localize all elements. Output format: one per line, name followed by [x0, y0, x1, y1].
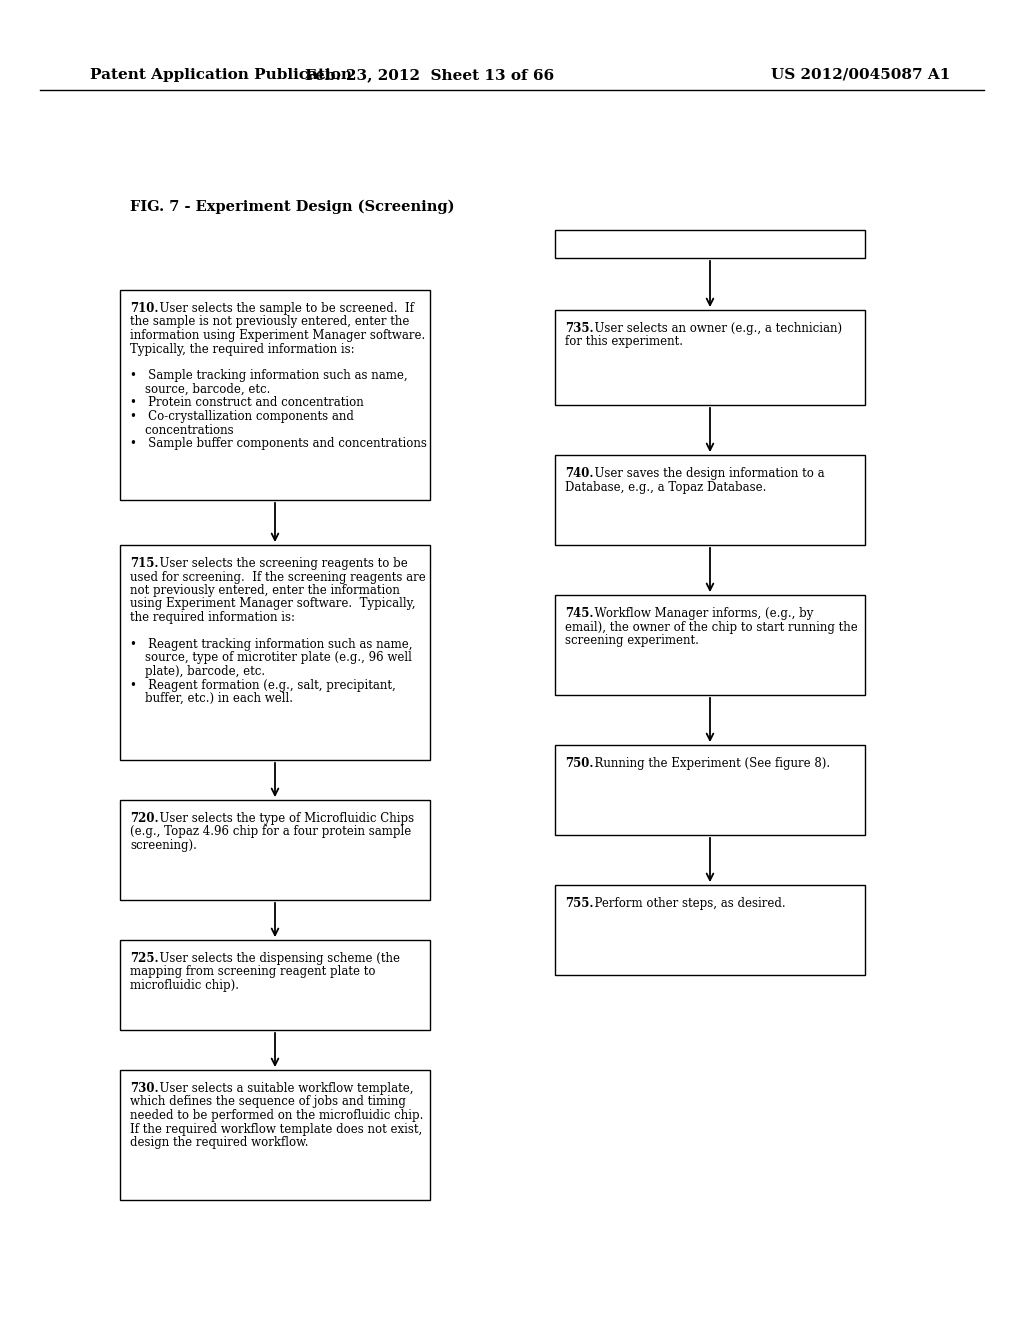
Text: screening).: screening). [130, 840, 197, 851]
Text: 725.: 725. [130, 952, 159, 965]
Text: mapping from screening reagent plate to: mapping from screening reagent plate to [130, 965, 376, 978]
Text: screening experiment.: screening experiment. [565, 634, 698, 647]
Text: Workflow Manager informs, (e.g., by: Workflow Manager informs, (e.g., by [587, 607, 813, 620]
Text: 750.: 750. [565, 756, 594, 770]
Text: Patent Application Publication: Patent Application Publication [90, 69, 352, 82]
Text: concentrations: concentrations [130, 424, 233, 437]
Text: User selects the screening reagents to be: User selects the screening reagents to b… [152, 557, 408, 570]
Text: •   Reagent formation (e.g., salt, precipitant,: • Reagent formation (e.g., salt, precipi… [130, 678, 395, 692]
Text: information using Experiment Manager software.: information using Experiment Manager sof… [130, 329, 425, 342]
Text: User selects the sample to be screened.  If: User selects the sample to be screened. … [152, 302, 414, 315]
Text: Perform other steps, as desired.: Perform other steps, as desired. [587, 898, 785, 909]
Text: User selects a suitable workflow template,: User selects a suitable workflow templat… [152, 1082, 414, 1096]
Text: used for screening.  If the screening reagents are: used for screening. If the screening rea… [130, 570, 426, 583]
Text: User selects an owner (e.g., a technician): User selects an owner (e.g., a technicia… [587, 322, 842, 335]
Text: 715.: 715. [130, 557, 159, 570]
Text: If the required workflow template does not exist,: If the required workflow template does n… [130, 1122, 422, 1135]
Text: 710.: 710. [130, 302, 159, 315]
Text: Feb. 23, 2012  Sheet 13 of 66: Feb. 23, 2012 Sheet 13 of 66 [305, 69, 555, 82]
Text: •   Protein construct and concentration: • Protein construct and concentration [130, 396, 364, 409]
Bar [120, 1071, 430, 1200]
Bar [555, 230, 865, 257]
Text: US 2012/0045087 A1: US 2012/0045087 A1 [771, 69, 950, 82]
Text: 755.: 755. [565, 898, 594, 909]
Text: which defines the sequence of jobs and timing: which defines the sequence of jobs and t… [130, 1096, 406, 1109]
Bar [555, 884, 865, 975]
Bar [120, 800, 430, 900]
Text: the required information is:: the required information is: [130, 611, 295, 624]
Text: design the required workflow.: design the required workflow. [130, 1137, 308, 1148]
Text: the sample is not previously entered, enter the: the sample is not previously entered, en… [130, 315, 410, 329]
Text: microfluidic chip).: microfluidic chip). [130, 979, 239, 993]
Bar [555, 455, 865, 545]
Text: Database, e.g., a Topaz Database.: Database, e.g., a Topaz Database. [565, 480, 766, 494]
Text: needed to be performed on the microfluidic chip.: needed to be performed on the microfluid… [130, 1109, 423, 1122]
Text: email), the owner of the chip to start running the: email), the owner of the chip to start r… [565, 620, 858, 634]
Text: for this experiment.: for this experiment. [565, 335, 683, 348]
Bar [555, 744, 865, 836]
Text: User selects the type of Microfluidic Chips: User selects the type of Microfluidic Ch… [152, 812, 414, 825]
Text: plate), barcode, etc.: plate), barcode, etc. [130, 665, 265, 678]
Text: using Experiment Manager software.  Typically,: using Experiment Manager software. Typic… [130, 598, 416, 610]
Text: 740.: 740. [565, 467, 594, 480]
Bar [555, 310, 865, 405]
Text: Typically, the required information is:: Typically, the required information is: [130, 342, 354, 355]
Text: 730.: 730. [130, 1082, 159, 1096]
Bar [120, 545, 430, 760]
Bar [120, 940, 430, 1030]
Text: •   Sample tracking information such as name,: • Sample tracking information such as na… [130, 370, 408, 383]
Text: source, type of microtiter plate (e.g., 96 well: source, type of microtiter plate (e.g., … [130, 652, 412, 664]
Text: 720.: 720. [130, 812, 159, 825]
Text: FIG. 7 - Experiment Design (Screening): FIG. 7 - Experiment Design (Screening) [130, 201, 455, 214]
Text: 735.: 735. [565, 322, 594, 335]
Text: •   Co-crystallization components and: • Co-crystallization components and [130, 411, 354, 422]
Bar [120, 290, 430, 500]
Text: User saves the design information to a: User saves the design information to a [587, 467, 824, 480]
Text: Running the Experiment (See figure 8).: Running the Experiment (See figure 8). [587, 756, 830, 770]
Text: not previously entered, enter the information: not previously entered, enter the inform… [130, 583, 400, 597]
Text: User selects the dispensing scheme (the: User selects the dispensing scheme (the [152, 952, 400, 965]
Text: •   Sample buffer components and concentrations: • Sample buffer components and concentra… [130, 437, 427, 450]
Text: •   Reagent tracking information such as name,: • Reagent tracking information such as n… [130, 638, 413, 651]
Text: buffer, etc.) in each well.: buffer, etc.) in each well. [130, 692, 293, 705]
Text: 745.: 745. [565, 607, 594, 620]
Bar [555, 595, 865, 696]
Text: source, barcode, etc.: source, barcode, etc. [130, 383, 270, 396]
Text: (e.g., Topaz 4.96 chip for a four protein sample: (e.g., Topaz 4.96 chip for a four protei… [130, 825, 412, 838]
